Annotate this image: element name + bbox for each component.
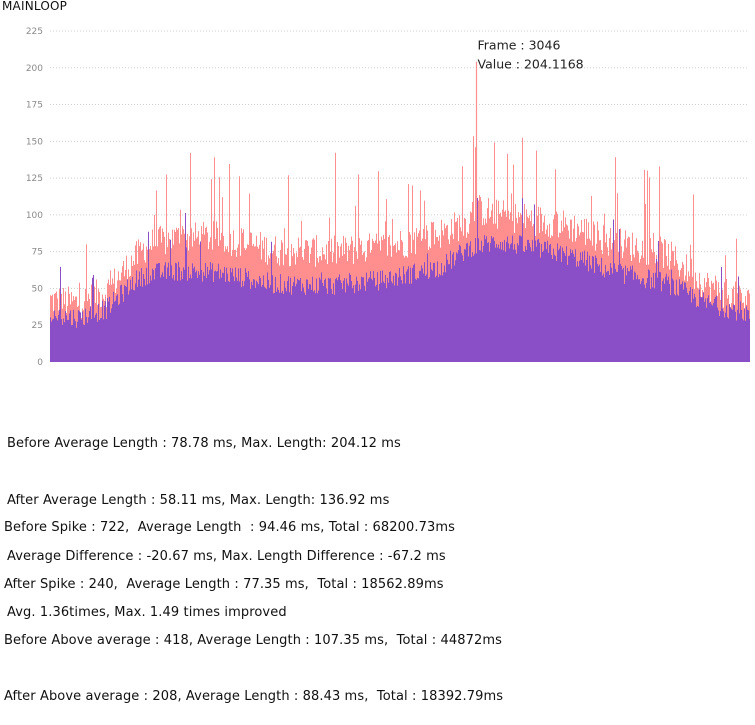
y-tick-label: 175 (26, 101, 43, 111)
annotation-frame-label: Frame : 3046 (478, 38, 561, 53)
y-axis-ticks: 0 25 50 75 100 125 150 175 200 225 (26, 27, 43, 368)
y-tick-label: 225 (26, 27, 43, 37)
spike-stats-block: Before Spike : 722, Average Length : 94.… (4, 482, 503, 725)
before-above-average-line: Before Above average : 418, Average Leng… (4, 632, 502, 648)
after-average-line: After Average Length : 58.11 ms, Max. Le… (7, 492, 390, 508)
before-spike-line: Before Spike : 722, Average Length : 94.… (4, 520, 456, 536)
series-after (50, 197, 750, 362)
chart-title: MAINLOOP (2, 0, 68, 13)
y-tick-label: 125 (26, 174, 43, 184)
y-tick-label: 75 (32, 248, 43, 258)
after-spike-line: After Spike : 240, Average Length : 77.3… (4, 576, 444, 592)
frame-time-chart: 0 25 50 75 100 125 150 175 200 225 Frame : 3046 V… (26, 27, 750, 368)
average-difference-line: Average Difference : -20.67 ms, Max. Len… (7, 548, 446, 564)
y-tick-label: 100 (26, 211, 43, 221)
annotation-value-label: Value : 204.1168 (478, 57, 584, 72)
y-tick-label: 25 (32, 321, 43, 331)
before-average-line: Before Average Length : 78.78 ms, Max. L… (7, 436, 401, 452)
y-tick-label: 50 (32, 284, 44, 294)
y-tick-label: 0 (37, 358, 43, 368)
y-tick-label: 150 (26, 137, 43, 147)
after-above-average-line: After Above average : 208, Average Lengt… (4, 688, 504, 704)
y-tick-label: 200 (26, 64, 43, 74)
spike-annotation: Frame : 3046 Value : 204.1168 (478, 38, 584, 72)
